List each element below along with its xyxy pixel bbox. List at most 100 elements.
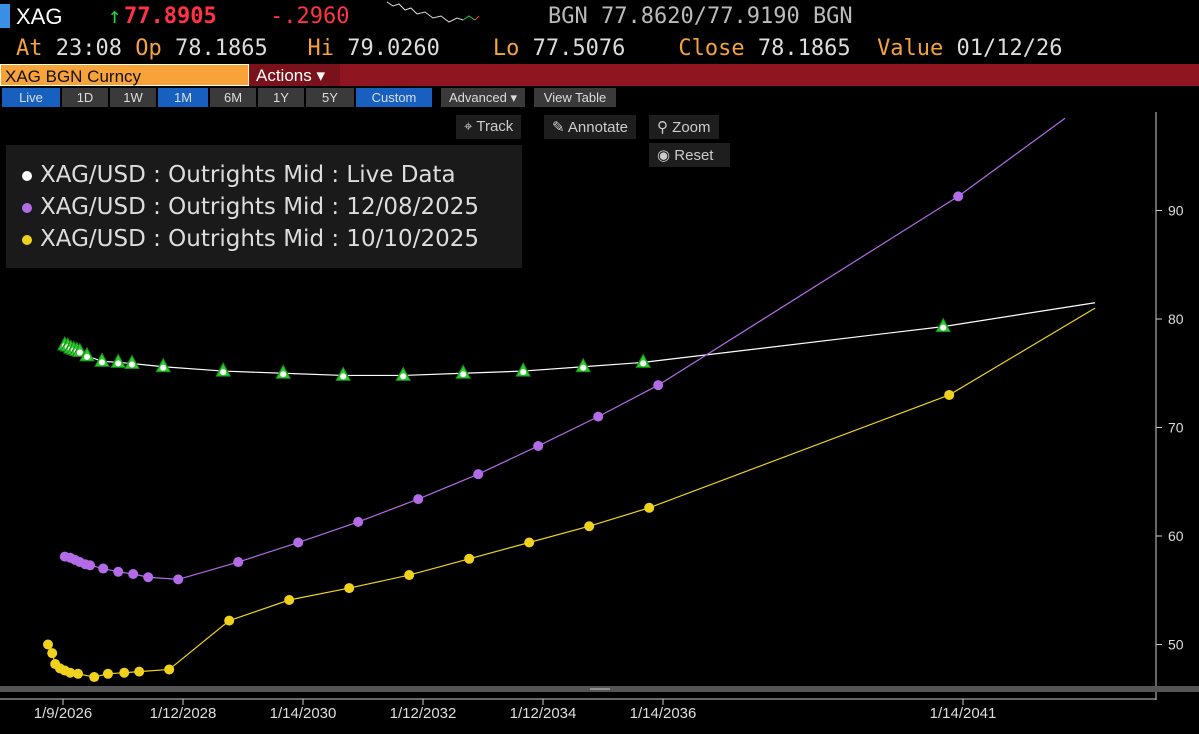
data-point bbox=[73, 668, 83, 679]
zoom-button[interactable]: ⚲ Zoom bbox=[649, 115, 719, 139]
data-point bbox=[293, 537, 304, 548]
legend: XAG/USD : Outrights Mid : Live Data XAG/U… bbox=[6, 145, 522, 268]
legend-label: XAG/USD : Outrights Mid : Live Data bbox=[40, 162, 456, 188]
range-6m[interactable]: 6M bbox=[210, 88, 256, 107]
sparkline bbox=[386, 1, 480, 23]
data-point bbox=[284, 595, 295, 606]
ask-source: BGN bbox=[812, 4, 853, 29]
bid-source: BGN bbox=[548, 4, 588, 29]
data-point-center bbox=[129, 361, 135, 368]
data-point bbox=[404, 570, 415, 581]
y-tick-label: 90 bbox=[1168, 203, 1184, 219]
actions-menu[interactable]: Actions ▾ bbox=[250, 64, 340, 86]
net-change: -.2960 bbox=[270, 4, 350, 29]
legend-marker bbox=[22, 202, 32, 213]
data-point-center bbox=[940, 324, 947, 331]
x-tick-label: 1/12/2034 bbox=[510, 705, 577, 722]
ticker: XAG bbox=[16, 4, 63, 29]
data-point bbox=[143, 572, 154, 583]
security-input[interactable]: XAG BGN Curncy bbox=[0, 64, 249, 86]
legend-item: XAG/USD : Outrights Mid : 12/08/2025 bbox=[22, 191, 522, 223]
reset-button[interactable]: ◉ Reset bbox=[649, 143, 730, 167]
y-tick-label: 80 bbox=[1168, 311, 1184, 327]
y-tick-label: 70 bbox=[1168, 420, 1184, 436]
legend-label: XAG/USD : Outrights Mid : 10/10/2025 bbox=[40, 226, 479, 252]
series-line-2 bbox=[47, 307, 1096, 678]
legend-marker bbox=[22, 234, 32, 245]
legend-label: XAG/USD : Outrights Mid : 12/08/2025 bbox=[40, 194, 479, 220]
data-point bbox=[128, 568, 139, 579]
data-point bbox=[944, 389, 955, 400]
crosshair-icon: ⌖ bbox=[464, 118, 473, 135]
legend-item: XAG/USD : Outrights Mid : 10/10/2025 bbox=[22, 223, 522, 255]
range-live[interactable]: Live bbox=[2, 88, 60, 107]
bid: 77.8620 bbox=[601, 4, 694, 29]
data-point bbox=[65, 667, 76, 678]
x-tick-label: 1/12/2028 bbox=[150, 705, 217, 722]
data-point-center bbox=[520, 369, 527, 376]
data-point-center bbox=[640, 360, 647, 367]
x-tick-label: 1/14/2030 bbox=[270, 705, 337, 722]
data-point bbox=[593, 411, 604, 422]
data-point bbox=[164, 664, 175, 675]
x-tick-label: 1/9/2026 bbox=[34, 705, 92, 722]
data-point-center bbox=[99, 359, 105, 366]
range-1d[interactable]: 1D bbox=[62, 88, 108, 107]
x-tick-label: 1/14/2036 bbox=[630, 705, 697, 722]
data-point-center bbox=[160, 364, 167, 371]
data-point bbox=[103, 668, 113, 679]
data-point bbox=[353, 516, 364, 527]
data-point bbox=[113, 566, 124, 577]
data-point-center bbox=[280, 371, 287, 378]
ask: 77.9190 bbox=[706, 4, 800, 29]
y-tick-label: 60 bbox=[1168, 528, 1184, 544]
annotate-button[interactable]: ✎ Annotate bbox=[544, 115, 636, 139]
x-tick-label: 1/14/2041 bbox=[930, 705, 997, 722]
data-point bbox=[134, 666, 145, 677]
range-1m[interactable]: 1M bbox=[158, 88, 208, 107]
data-point bbox=[47, 648, 58, 659]
data-point-center bbox=[76, 349, 83, 356]
view-table-button[interactable]: View Table bbox=[534, 88, 616, 107]
data-point-center bbox=[220, 369, 227, 376]
data-point-center bbox=[84, 353, 90, 360]
magnifier-icon: ⚲ bbox=[657, 119, 668, 136]
range-custom[interactable]: Custom bbox=[356, 88, 432, 107]
data-point bbox=[653, 380, 664, 391]
data-point bbox=[119, 667, 130, 678]
data-point bbox=[413, 494, 424, 505]
data-point bbox=[464, 553, 475, 564]
reset-icon: ◉ bbox=[657, 147, 671, 164]
data-point bbox=[89, 672, 100, 683]
focus-marker bbox=[0, 4, 10, 28]
data-point bbox=[173, 574, 184, 585]
data-point bbox=[224, 615, 235, 626]
range-1w[interactable]: 1W bbox=[110, 88, 156, 107]
legend-marker bbox=[22, 170, 32, 181]
data-point-center bbox=[460, 371, 467, 378]
data-point bbox=[473, 469, 484, 480]
x-tick-label: 1/12/2032 bbox=[390, 705, 457, 722]
pencil-icon: ✎ bbox=[552, 119, 565, 136]
data-point bbox=[85, 560, 95, 571]
data-point-center bbox=[580, 364, 587, 371]
data-point bbox=[524, 537, 535, 548]
data-point bbox=[584, 521, 595, 532]
range-1y[interactable]: 1Y bbox=[258, 88, 304, 107]
data-point bbox=[43, 639, 53, 650]
advanced-button[interactable]: Advanced ▾ bbox=[441, 88, 525, 107]
y-tick-label: 50 bbox=[1168, 637, 1184, 653]
data-point bbox=[953, 191, 964, 202]
range-5y[interactable]: 5Y bbox=[306, 88, 354, 107]
data-point-center bbox=[115, 360, 122, 367]
data-point bbox=[233, 557, 244, 568]
data-point bbox=[533, 440, 544, 451]
legend-item: XAG/USD : Outrights Mid : Live Data bbox=[22, 159, 522, 191]
quote-stats: At 23:08 Op 78.1865 Hi 79.0260 Lo 77.507… bbox=[16, 36, 1063, 61]
data-point bbox=[644, 502, 655, 513]
track-button[interactable]: ⌖ Track bbox=[456, 115, 522, 139]
data-point bbox=[344, 583, 355, 594]
data-point-center bbox=[400, 373, 407, 380]
up-arrow-icon: ↑ bbox=[108, 4, 122, 29]
